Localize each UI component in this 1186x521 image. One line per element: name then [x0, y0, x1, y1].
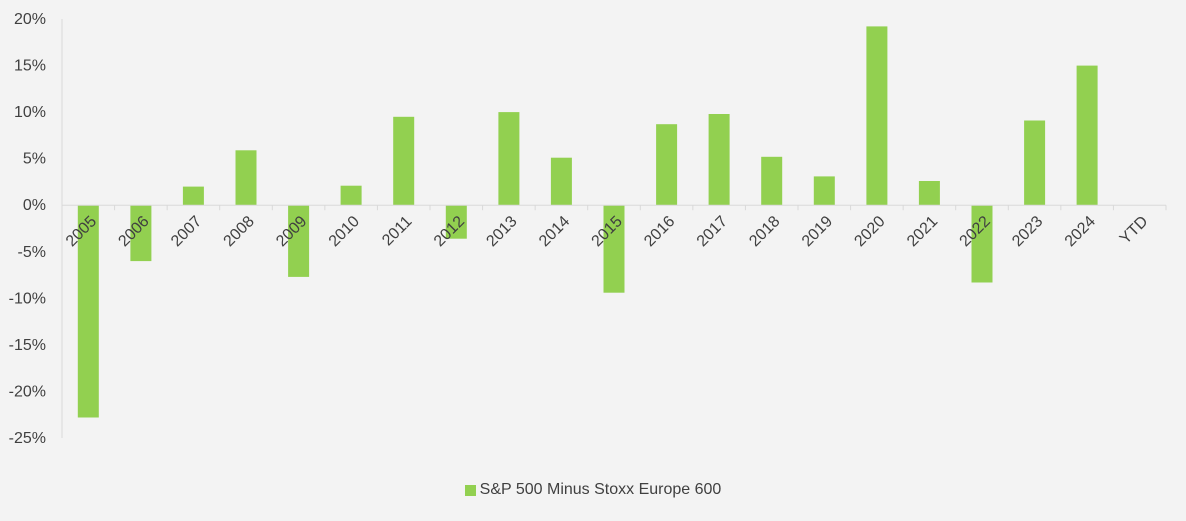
legend: S&P 500 Minus Stoxx Europe 600: [0, 481, 1186, 499]
bar-2009: [288, 205, 310, 277]
y-tick-label: -20%: [9, 383, 46, 400]
x-tick-label: 2011: [379, 213, 415, 249]
bar-2013: [498, 112, 520, 206]
bar-2018: [761, 156, 783, 206]
y-tick-label: 0%: [23, 197, 46, 214]
x-tick-label: 2017: [694, 213, 731, 250]
bar-2007: [182, 186, 204, 206]
x-tick-label: 2008: [221, 213, 258, 250]
bar-2017: [708, 114, 730, 206]
bar-2012: [445, 205, 467, 239]
bar-2006: [130, 205, 152, 262]
x-tick-label: 2007: [168, 213, 205, 250]
x-tick-label: 2024: [1062, 213, 1099, 250]
x-tick-label: 2021: [904, 213, 941, 250]
legend-swatch: [464, 484, 476, 496]
y-tick-label: 5%: [23, 151, 46, 168]
legend-label: S&P 500 Minus Stoxx Europe 600: [479, 481, 722, 498]
x-tick-label: 2019: [799, 213, 836, 250]
bar-2010: [340, 185, 362, 206]
bar-2011: [393, 116, 415, 206]
x-tick-label: 2013: [483, 213, 520, 250]
bar-2005: [77, 205, 99, 418]
y-tick-label: 20%: [14, 11, 46, 28]
bar-2023: [1024, 120, 1046, 206]
bar-2019: [813, 176, 835, 206]
x-tick-label: 2023: [1009, 213, 1046, 250]
bar-2016: [656, 124, 678, 206]
bar-2024: [1076, 65, 1098, 206]
bar-2022: [971, 205, 993, 283]
x-tick-label: 2020: [851, 213, 888, 250]
x-tick-label: 2016: [641, 213, 678, 250]
bar-2020: [866, 26, 888, 206]
x-tick-label: 2018: [746, 213, 783, 250]
x-tick-label: 2014: [536, 213, 573, 250]
y-tick-label: -5%: [18, 244, 46, 261]
bar-2008: [235, 150, 257, 206]
y-tick-label: 15%: [14, 58, 46, 75]
x-tick-label: 2010: [326, 213, 363, 250]
bar-2015: [603, 205, 625, 293]
bar-2014: [550, 157, 572, 206]
y-tick-label: -15%: [9, 337, 46, 354]
x-tick-label: YTD: [1117, 213, 1152, 248]
bar-2021: [918, 181, 940, 206]
y-tick-label: 10%: [14, 104, 46, 121]
y-tick-label: -10%: [9, 290, 46, 307]
y-tick-label: -25%: [9, 430, 46, 447]
